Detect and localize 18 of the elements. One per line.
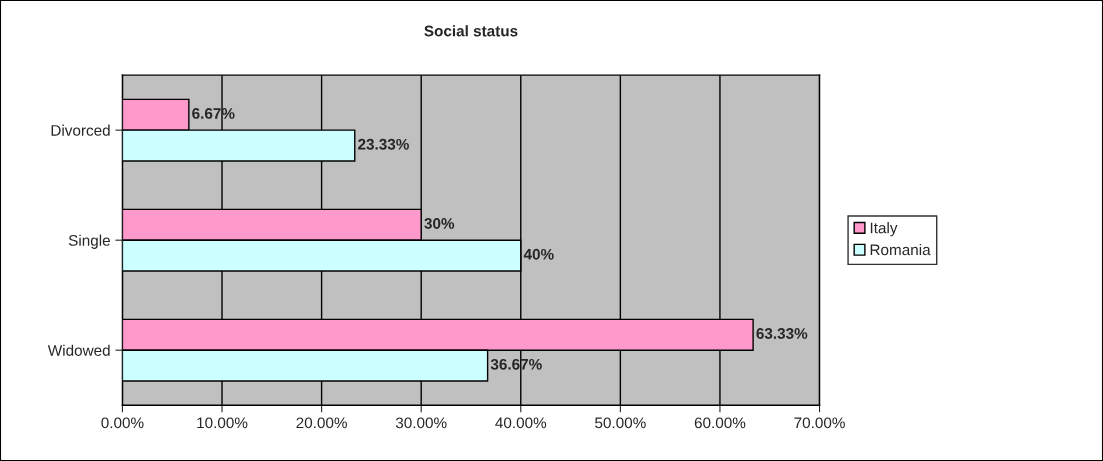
data-label: 40% [523, 248, 554, 260]
chart-title: Social status [424, 25, 518, 37]
legend-label: Italy [870, 222, 898, 237]
x-tick-label: 70.00% [794, 417, 845, 429]
x-tick-label: 40.00% [495, 417, 547, 429]
x-tick-label: 60.00% [694, 417, 746, 429]
data-label: 23.33% [358, 138, 409, 150]
x-tick-label: 20.00% [296, 417, 347, 429]
x-tick-label: 0.00% [101, 417, 144, 429]
y-tick-label: Widowed [47, 344, 110, 356]
data-label: 30% [424, 218, 455, 229]
x-tick-label: 30.00% [395, 417, 447, 429]
x-tick-label: 50.00% [595, 417, 646, 429]
x-tick-label: 10.00% [197, 417, 248, 429]
y-tick-label: Divorced [51, 124, 110, 136]
data-label: 63.33% [756, 328, 808, 339]
legend-label: Romania [870, 244, 931, 256]
y-tick-label: Single [68, 234, 110, 249]
